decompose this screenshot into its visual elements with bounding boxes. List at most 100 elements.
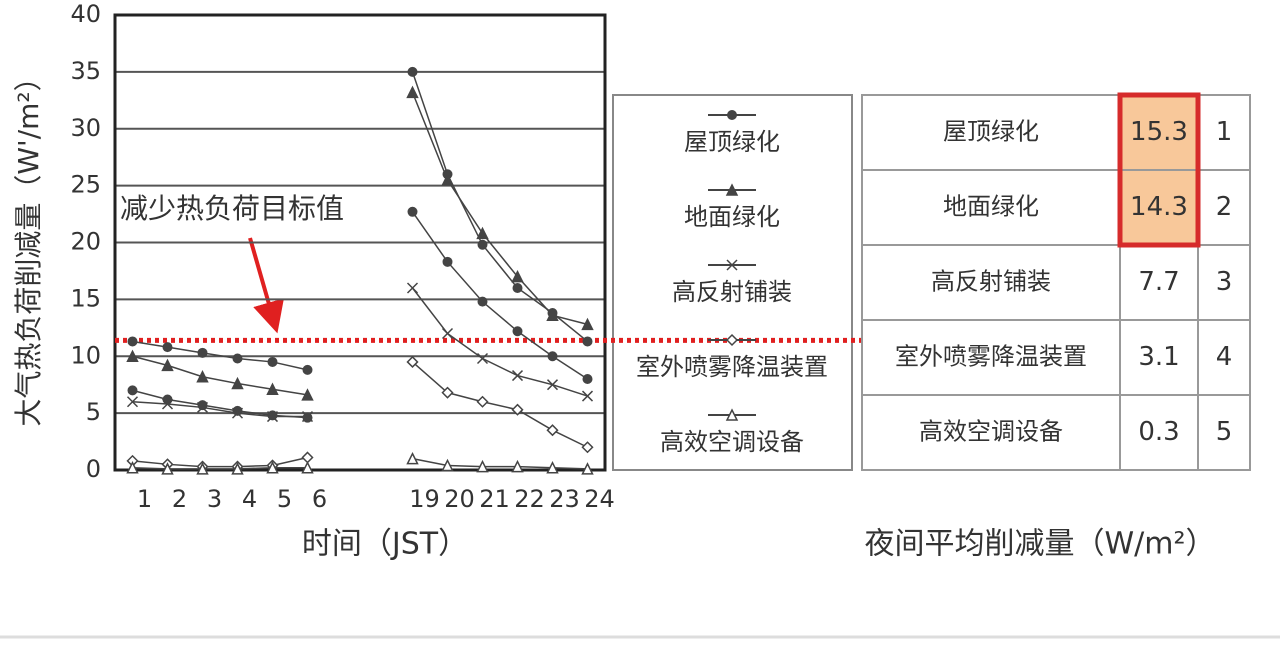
data-point [477,296,488,307]
table-text: 4 [1216,342,1233,372]
table-text: 0.3 [1138,417,1179,447]
data-point [512,326,523,337]
data-point [266,411,279,423]
table-text: 3.1 [1138,342,1179,372]
legend-label: 屋顶绿化 [684,128,780,156]
series-line [132,287,588,418]
data-point [127,385,138,396]
table-cell [861,94,1121,171]
data-point [582,374,593,384]
data-point [161,462,174,475]
y-tick-label: 25 [70,171,101,199]
data-point [232,353,243,364]
data-point [477,239,488,250]
x-tick-label: 2 [172,485,187,513]
series-line [132,361,588,468]
y-axis-label: 大气热负荷削减量（W'/m²） [12,63,45,426]
series-line [132,92,588,396]
x-tick-label: 23 [549,485,580,513]
data-point [476,459,489,473]
table-title: 夜间平均削减量（W/m²） [864,527,1215,562]
data-point [546,379,559,391]
data-point [126,461,139,474]
data-point [266,461,279,474]
data-point [406,85,419,99]
legend-box [612,94,853,471]
data-point [581,441,594,454]
data-point [196,462,209,475]
legend-marker [725,408,739,421]
data-point [442,256,453,267]
x-tick-label: 20 [444,485,475,513]
x-tick-label: 1 [137,485,152,513]
data-point [581,317,594,331]
table-text: 2 [1216,192,1233,222]
x-tick-label: 3 [207,485,222,513]
table-text: 1 [1216,117,1233,147]
table-cell [1197,94,1251,171]
data-point [581,462,594,475]
data-point [196,370,209,383]
data-point [511,370,524,382]
y-tick-label: 40 [70,0,101,28]
data-point [581,390,594,402]
y-tick-label: 35 [70,57,101,85]
x-tick-label: 24 [584,485,615,513]
table-cell [1119,394,1199,471]
data-point [267,410,278,421]
legend-marker [727,110,737,120]
data-point [582,336,593,347]
data-point [126,396,139,408]
series-line [132,211,588,419]
x-tick-label: 22 [514,485,545,513]
y-tick-label: 15 [70,284,101,312]
y-tick-label: 20 [70,228,101,256]
data-point [231,462,244,475]
data-point [476,226,489,240]
data-point [197,347,208,358]
data-point [407,206,418,217]
data-point [302,364,313,375]
x-tick-label: 5 [277,485,292,513]
data-point [161,398,174,410]
table-text: 高效空调设备 [919,418,1063,446]
legend-marker [726,259,738,271]
data-point [441,386,454,399]
data-point [301,388,314,401]
data-point [301,461,314,474]
data-point [302,412,313,423]
data-point [126,349,139,362]
table-cell [861,394,1121,471]
table-text: 15.3 [1130,117,1188,147]
y-tick-label: 0 [86,455,101,483]
y-tick-label: 5 [86,398,101,426]
data-point [231,376,244,390]
x-tick-label: 19 [409,485,440,513]
table-cell [1119,94,1199,171]
highlight-frame [1117,92,1201,248]
plot-frame [113,13,607,472]
data-point [301,411,314,423]
data-point [162,342,173,353]
data-point [476,395,489,408]
legend-label: 高反射铺装 [672,278,792,306]
table-text: 室外喷雾降温装置 [895,343,1087,371]
legend-marker [725,333,739,347]
data-point [476,352,489,365]
y-tick-label: 30 [70,114,101,142]
data-point [512,283,523,293]
legend-label: 地面绿化 [684,203,780,231]
legend-label: 室外喷雾降温装置 [636,353,828,381]
table-text: 3 [1216,267,1233,297]
annotation: 减少热负荷目标值 [120,192,344,225]
data-point [232,405,243,416]
data-point [511,459,524,473]
table-cell [1197,394,1251,471]
data-point [511,403,524,416]
data-point [546,308,559,322]
data-point [441,327,454,340]
data-point [547,351,558,362]
table-text: 屋顶绿化 [943,118,1039,146]
